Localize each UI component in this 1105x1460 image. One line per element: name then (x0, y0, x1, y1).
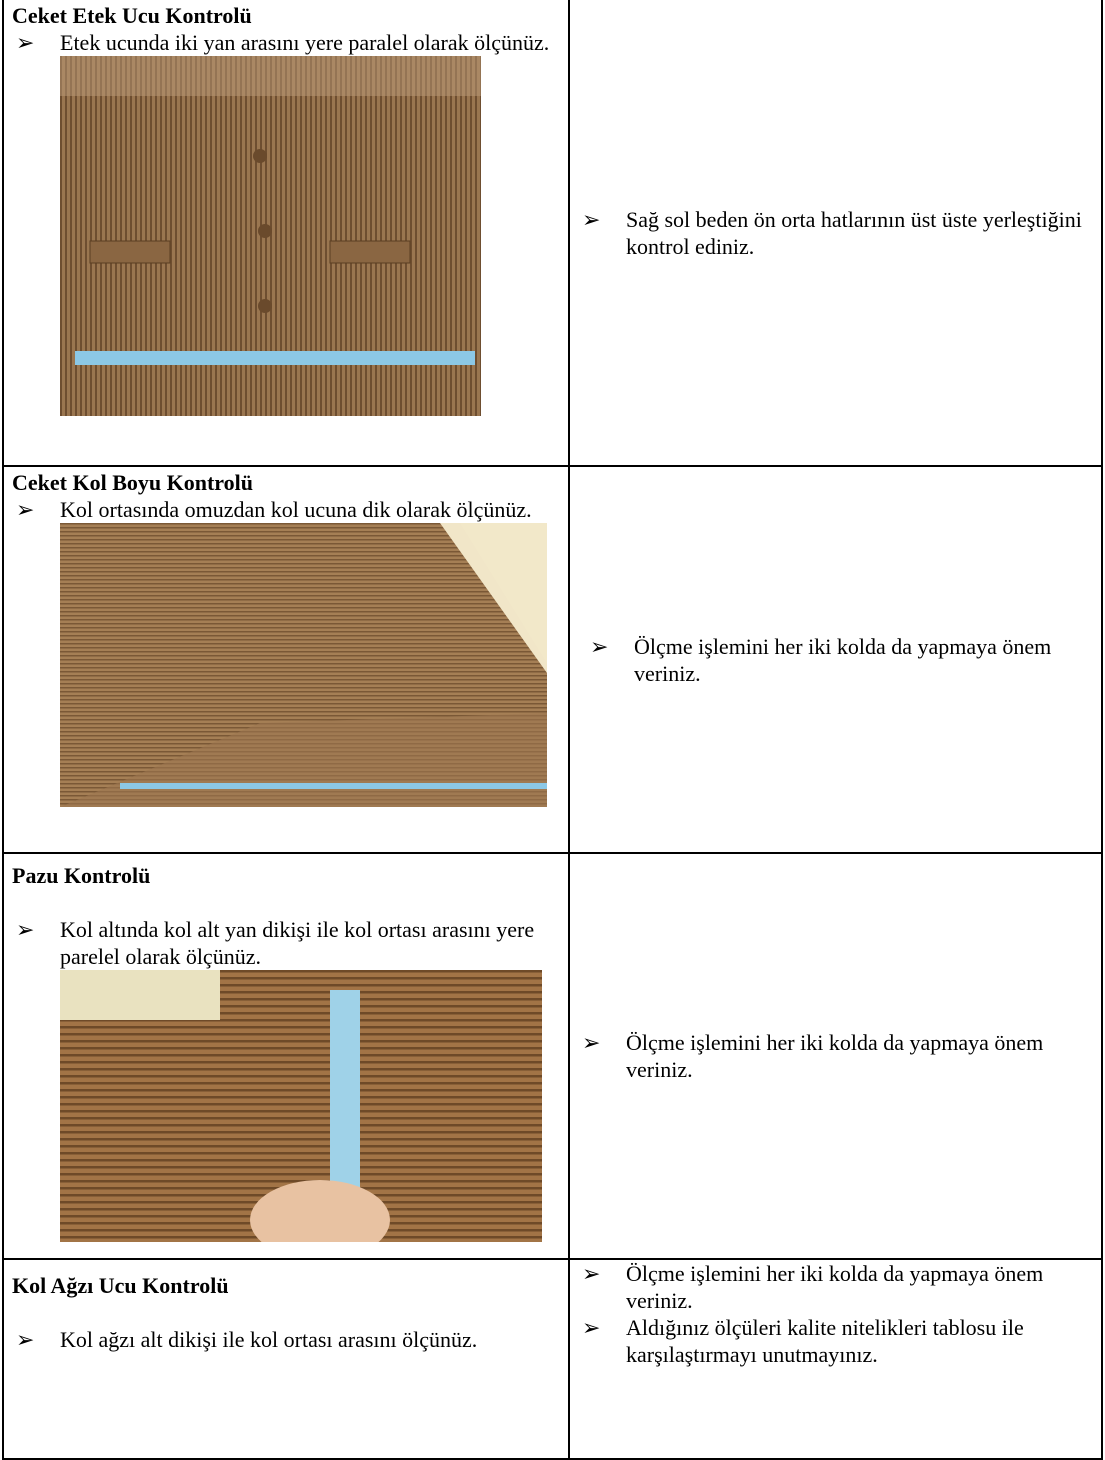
cell: Ölçme işlemini her iki kolda da yapmaya … (568, 1258, 1103, 1460)
cell: Ceket Etek Ucu Kontrolü Etek ucunda iki … (2, 0, 570, 467)
row: Kol Ağzı Ucu Kontrolü Kol ağzı alt dikiş… (2, 1258, 1103, 1460)
row-title: Pazu Kontrolü (12, 863, 151, 888)
photo (60, 523, 547, 807)
note: Sağ sol beden ön orta hatlarının üst üst… (578, 206, 1093, 260)
bullet: Etek ucunda iki yan arasını yere paralel… (12, 29, 560, 56)
cell: Ölçme işlemini her iki kolda da yapmaya … (568, 465, 1103, 854)
note: Ölçme işlemini her iki kolda da yapmaya … (578, 1029, 1093, 1083)
note: Ölçme işlemini her iki kolda da yapmaya … (578, 1260, 1093, 1314)
cell: Pazu Kontrolü Kol altında kol alt yan di… (2, 852, 570, 1260)
note: Aldığınız ölçüleri kalite nitelikleri ta… (578, 1314, 1093, 1368)
cell: Kol Ağzı Ucu Kontrolü Kol ağzı alt dikiş… (2, 1258, 570, 1460)
row-title: Ceket Kol Boyu Kontrolü (12, 470, 254, 495)
row-title: Kol Ağzı Ucu Kontrolü (12, 1273, 229, 1298)
bullet: Kol ağzı alt dikişi ile kol ortası arası… (12, 1326, 560, 1353)
bullet: Kol ortasında omuzdan kol ucuna dik olar… (12, 496, 560, 523)
cell: Ceket Kol Boyu Kontrolü Kol ortasında om… (2, 465, 570, 854)
row: Pazu Kontrolü Kol altında kol alt yan di… (2, 852, 1103, 1260)
row: Ceket Etek Ucu Kontrolü Etek ucunda iki … (2, 0, 1103, 467)
row-title: Ceket Etek Ucu Kontrolü (12, 3, 252, 28)
cell: Sağ sol beden ön orta hatlarının üst üst… (568, 0, 1103, 467)
bullet: Kol altında kol alt yan dikişi ile kol o… (12, 916, 560, 970)
photo (60, 56, 481, 416)
note: Ölçme işlemini her iki kolda da yapmaya … (586, 633, 1093, 687)
row: Ceket Kol Boyu Kontrolü Kol ortasında om… (2, 465, 1103, 854)
page: Ceket Etek Ucu Kontrolü Etek ucunda iki … (0, 0, 1105, 1404)
photo (60, 970, 542, 1242)
cell: Ölçme işlemini her iki kolda da yapmaya … (568, 852, 1103, 1260)
